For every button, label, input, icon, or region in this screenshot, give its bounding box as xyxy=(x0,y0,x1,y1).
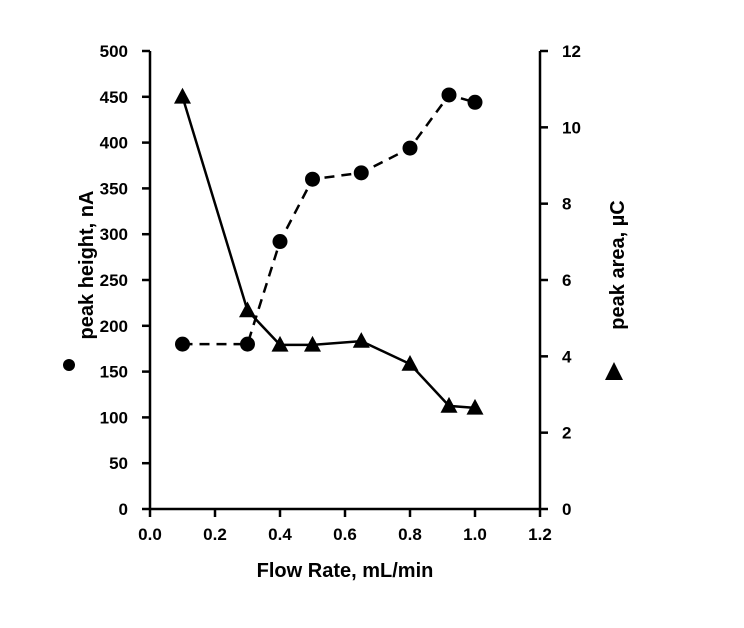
data-point-circle xyxy=(240,336,255,352)
y-left-tick-label: 450 xyxy=(100,88,128,107)
data-point-circle xyxy=(272,234,288,250)
data-point-triangle xyxy=(271,335,289,352)
y-left-tick-label: 300 xyxy=(100,225,128,244)
x-tick-label: 0.0 xyxy=(138,525,162,544)
data-point-circle xyxy=(353,165,369,181)
data-point-circle xyxy=(175,336,190,352)
y-right-tick-label: 0 xyxy=(562,500,571,519)
data-point-triangle xyxy=(304,335,321,352)
data-point-triangle xyxy=(401,355,419,371)
y-right-axis-title: peak area, µC xyxy=(607,200,629,329)
y-right-tick-label: 10 xyxy=(562,118,581,137)
data-point-triangle xyxy=(352,332,370,348)
series-line-circle xyxy=(182,93,476,346)
axes: 0.0 0.2 0.4 0.6 0.8 1.0 1.20501001502002503003… xyxy=(100,42,581,544)
y-left-axis-title: peak height, nA xyxy=(76,191,98,340)
y-left-tick-label: 50 xyxy=(109,454,128,473)
series-layer xyxy=(174,87,484,415)
data-point-circle xyxy=(402,140,418,156)
data-point-circle xyxy=(441,87,457,103)
y-left-marker-key xyxy=(63,359,75,371)
y-left-tick-label: 200 xyxy=(100,317,128,336)
axis-labels: Flow Rate, mL/min peak height, nA peak a… xyxy=(76,191,629,582)
y-left-tick-label: 500 xyxy=(100,42,128,61)
x-tick-label: 1.0 xyxy=(463,525,487,544)
axis-marker-keys xyxy=(63,359,623,380)
x-axis-title: Flow Rate, mL/min xyxy=(257,560,434,582)
series-line-triangle xyxy=(181,96,476,410)
y-right-tick-label: 12 xyxy=(562,42,581,61)
y-left-tick-label: 0 xyxy=(119,500,128,519)
data-point-triangle xyxy=(174,87,191,104)
x-tick-label: 1.2 xyxy=(528,525,552,544)
y-right-tick-label: 8 xyxy=(562,195,571,214)
y-left-tick-label: 150 xyxy=(100,363,128,382)
x-tick-label: 0.2 xyxy=(203,525,227,544)
x-tick-label: 0.8 xyxy=(398,525,422,544)
data-point-triangle xyxy=(466,398,484,415)
y-right-tick-label: 4 xyxy=(562,347,572,366)
y-left-tick-label: 100 xyxy=(100,408,128,427)
y-right-marker-key xyxy=(605,362,623,380)
data-point-triangle xyxy=(239,301,256,318)
x-tick-label: 0.6 xyxy=(333,525,357,544)
y-left-tick-label: 250 xyxy=(100,271,128,290)
y-left-tick-label: 400 xyxy=(100,134,128,153)
data-point-triangle xyxy=(440,396,458,413)
y-right-tick-label: 6 xyxy=(562,271,571,290)
y-right-tick-label: 2 xyxy=(562,424,571,443)
data-point-circle xyxy=(467,94,483,110)
data-point-circle xyxy=(305,171,320,187)
x-tick-label: 0.4 xyxy=(268,525,292,544)
y-left-tick-label: 350 xyxy=(100,179,128,198)
